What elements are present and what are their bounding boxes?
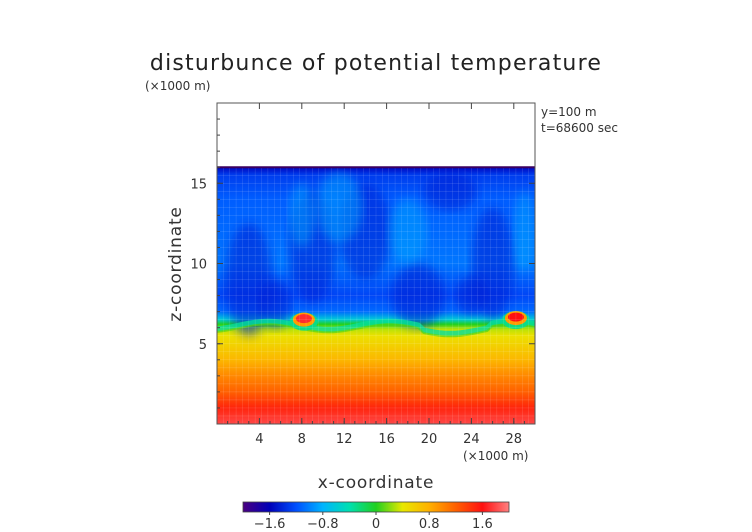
- x-tick-label: 24: [463, 432, 480, 447]
- chart-title: disturbunce of potential temperature: [150, 51, 602, 76]
- interface-band-inner: [217, 323, 535, 338]
- warm-eddy: [388, 199, 427, 264]
- y-tick-label: 15: [190, 177, 207, 192]
- field-layer: [217, 166, 535, 424]
- x-tick-label: 28: [506, 432, 523, 447]
- x-axis-ticks: 4 8 12 16 20 24 28: [227, 103, 525, 447]
- y-tick-label: 10: [190, 258, 207, 273]
- x-axis-label: x-coordinate: [318, 473, 434, 493]
- colorbar-ramp: [242, 501, 510, 513]
- colorbar-tick-label: 0.8: [419, 517, 440, 532]
- cold-eddy: [391, 263, 445, 328]
- colorbar-ticks: −1.6 −0.8 0 0.8 1.6: [254, 512, 493, 532]
- time-annotation-line-2: t=68600 sec: [541, 121, 618, 135]
- interface-band: [217, 318, 535, 336]
- colorbar-tick-label: 0: [372, 517, 380, 532]
- warm-eddy: [513, 191, 535, 272]
- warm-cell-core: [295, 314, 312, 324]
- cold-eddy: [423, 172, 477, 211]
- x-unit-label: (×1000 m): [463, 449, 528, 463]
- colorbar-tick-label: −1.6: [254, 517, 286, 532]
- y-axis-ticks: 5 10 15: [190, 118, 535, 409]
- warm-cell-core: [507, 312, 524, 322]
- y-tick-label: 5: [199, 338, 207, 353]
- warm-eddy: [289, 183, 315, 248]
- top-unit-label: (×1000 m): [145, 79, 210, 93]
- colorbar: −1.6 −0.8 0 0.8 1.6: [242, 501, 510, 532]
- warm-eddy: [315, 172, 363, 243]
- cold-eddy: [455, 276, 488, 315]
- x-tick-label: 4: [255, 432, 263, 447]
- y-axis-label: z-coordinate: [166, 206, 186, 321]
- x-tick-label: 20: [421, 432, 438, 447]
- time-annotation-line-1: y=100 m: [541, 105, 597, 119]
- colorbar-tick-label: −0.8: [307, 517, 339, 532]
- cold-eddy: [259, 279, 292, 328]
- x-tick-label: 12: [336, 432, 353, 447]
- colorbar-tick-label: 1.6: [472, 517, 493, 532]
- x-tick-label: 16: [378, 432, 395, 447]
- x-tick-label: 8: [298, 432, 306, 447]
- plot-area: 4 8 12 16 20 24 28 5 10 15: [190, 102, 536, 447]
